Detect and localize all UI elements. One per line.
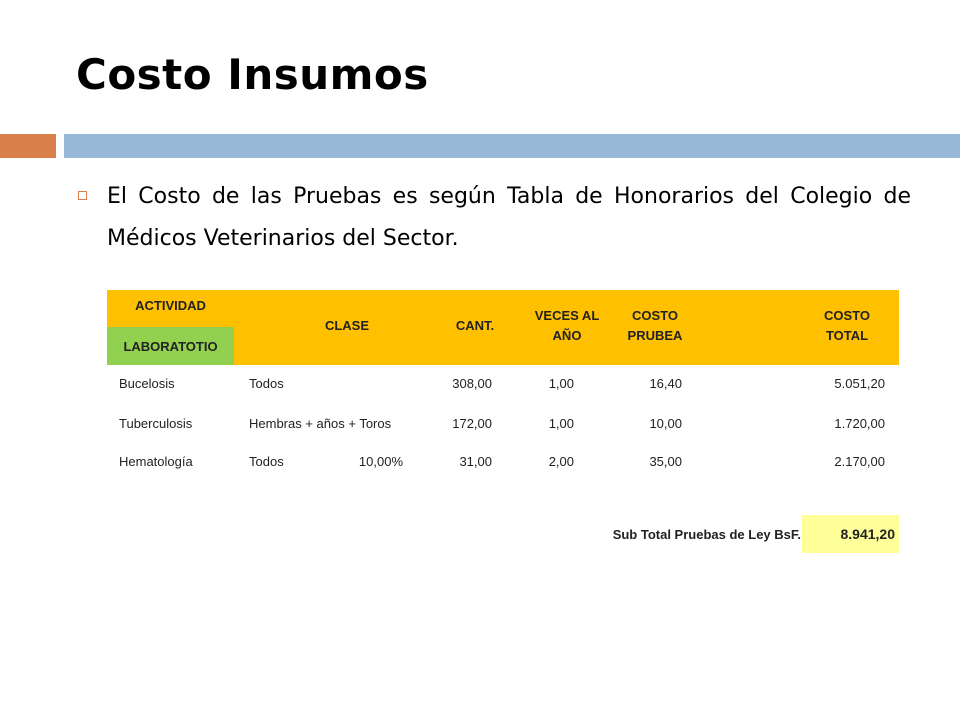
subtotal-label: Sub Total Pruebas de Ley BsF.: [612, 527, 801, 542]
header-costo-prueba-line2: PRUBEA: [627, 328, 683, 343]
category-laboratorio: LABORATOTIO: [107, 327, 234, 365]
header-costo-prueba-line1: COSTO: [632, 308, 678, 323]
row1-veces: 1,00: [548, 376, 574, 391]
row2-costo: 10,00: [649, 416, 682, 431]
header-veces-al-ano: VECES AL AÑO: [527, 306, 607, 346]
row1-cant: 308,00: [452, 376, 492, 391]
row3-veces: 2,00: [548, 454, 574, 469]
header-costo-total: COSTO TOTAL: [807, 306, 887, 346]
cost-table: ACTIVIDAD LABORATOTIO CLASE CANT. VECES …: [107, 290, 899, 570]
row1-costo: 16,40: [649, 376, 682, 391]
header-costo-total-line2: TOTAL: [825, 328, 869, 343]
header-clase: CLASE: [324, 318, 370, 333]
bullet-text: El Costo de las Pruebas es según Tabla d…: [107, 184, 911, 251]
bullet-square-icon: [78, 191, 87, 200]
row1-actividad: Bucelosis: [119, 376, 175, 391]
slide-title: Costo Insumos: [76, 50, 429, 99]
row3-clase: Todos: [249, 454, 284, 469]
row1-clase: Todos: [249, 376, 284, 391]
row2-cant: 172,00: [452, 416, 492, 431]
header-costo-total-line1: COSTO: [824, 308, 870, 323]
row3-actividad: Hematología: [119, 454, 193, 469]
header-costo-prueba: COSTO PRUBEA: [615, 306, 695, 346]
row2-veces: 1,00: [548, 416, 574, 431]
row3-cant: 31,00: [459, 454, 492, 469]
row2-actividad: Tuberculosis: [119, 416, 193, 431]
row3-total: 2.170,00: [834, 454, 885, 469]
header-veces-line2: AÑO: [552, 328, 582, 343]
header-veces-line1: VECES AL: [534, 308, 600, 323]
title-bar-accent: [0, 134, 56, 158]
header-cant: CANT.: [455, 318, 495, 333]
subtotal-value: 8.941,20: [802, 515, 899, 553]
table-header-band: [107, 290, 899, 365]
row2-clase: Hembras + años + Toros: [249, 416, 392, 431]
row3-percentage: 10,00%: [358, 454, 403, 469]
row2-total: 1.720,00: [834, 416, 885, 431]
row3-costo: 35,00: [649, 454, 682, 469]
title-bar: [64, 134, 960, 158]
header-actividad: ACTIVIDAD: [135, 298, 206, 313]
row1-total: 5.051,20: [834, 376, 885, 391]
